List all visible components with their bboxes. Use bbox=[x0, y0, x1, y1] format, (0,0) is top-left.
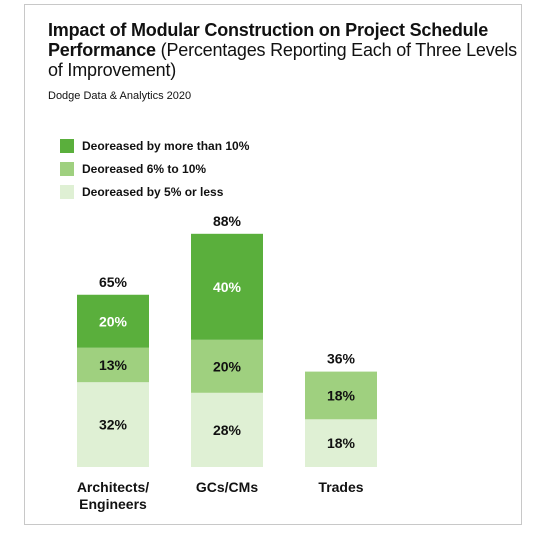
legend-item: Deoreased by more than 10% bbox=[60, 138, 249, 154]
chart-frame bbox=[24, 4, 522, 525]
legend-label: Deoreased by more than 10% bbox=[82, 139, 250, 153]
legend-label: Deoreased by 5% or less bbox=[82, 185, 224, 199]
category-label: GCs/CMs bbox=[196, 479, 258, 495]
chart-title: Impact of Modular Construction on Projec… bbox=[48, 20, 518, 80]
bar-value-label: 13% bbox=[99, 357, 128, 373]
legend-label: Deoreased 6% to 10% bbox=[82, 162, 207, 176]
category-label: Architects/Engineers bbox=[77, 479, 149, 512]
bar-segment bbox=[191, 339, 263, 393]
bar-segment bbox=[191, 233, 263, 340]
bar-segment bbox=[77, 294, 149, 348]
bar-total-label: 88% bbox=[213, 213, 242, 229]
legend-swatch bbox=[60, 185, 74, 199]
bar-segment bbox=[77, 347, 149, 383]
bar-segment bbox=[305, 371, 377, 420]
chart-title-sub: (Percentages Reporting Each of Three Lev… bbox=[48, 40, 517, 80]
legend-item: Deoreased by 5% or less bbox=[60, 184, 249, 200]
bar-segment bbox=[77, 382, 149, 467]
chart-title-main: Impact of Modular Construction on Projec… bbox=[48, 20, 489, 60]
bar-value-label: 20% bbox=[99, 313, 128, 329]
bar-value-label: 20% bbox=[213, 358, 242, 374]
bar-value-label: 18% bbox=[327, 387, 356, 403]
bar-segment bbox=[305, 419, 377, 467]
legend-swatch bbox=[60, 139, 74, 153]
bar-total-label: 36% bbox=[327, 351, 356, 367]
category-label: Trades bbox=[318, 479, 363, 495]
bar-segment bbox=[191, 392, 263, 467]
legend-swatch bbox=[60, 162, 74, 176]
bar-value-label: 32% bbox=[99, 417, 128, 433]
legend-item: Deoreased 6% to 10% bbox=[60, 161, 249, 177]
chart-source: Dodge Data & Analytics 2020 bbox=[48, 90, 192, 102]
bar-value-label: 28% bbox=[213, 422, 242, 438]
chart-legend: Deoreased by more than 10% Deoreased 6% t… bbox=[60, 138, 249, 207]
bar-value-label: 18% bbox=[327, 435, 356, 451]
bar-total-label: 65% bbox=[99, 274, 128, 290]
bar-value-label: 40% bbox=[213, 279, 242, 295]
